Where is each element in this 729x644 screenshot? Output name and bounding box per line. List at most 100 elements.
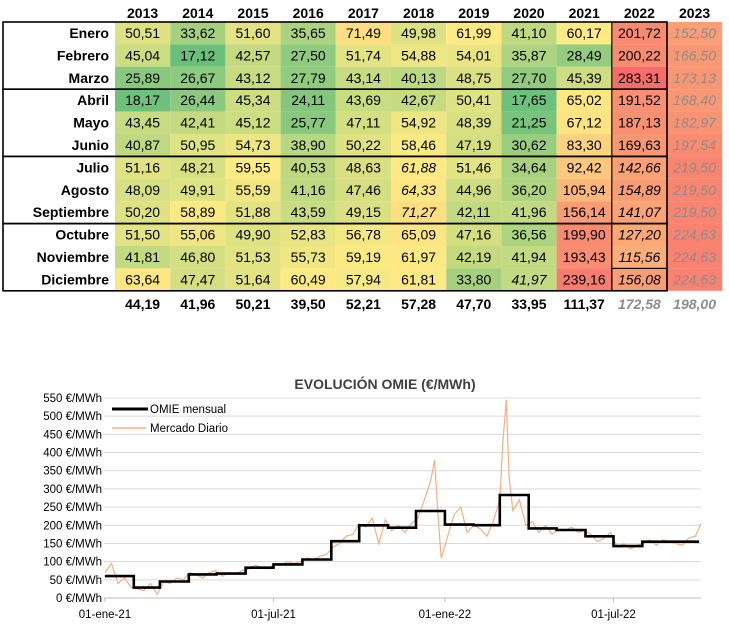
heat-cell xyxy=(170,223,226,246)
month-label-agosto: Agosto xyxy=(61,182,109,198)
y-tick-label: 400 €/MWh xyxy=(43,448,102,460)
y-tick-label: 450 €/MWh xyxy=(43,429,102,441)
heat-cell-value: 47,46 xyxy=(346,182,381,198)
heat-cell-value: 48,21 xyxy=(180,159,215,175)
quarter-box xyxy=(2,222,668,292)
heat-cell-value: 41,10 xyxy=(511,25,546,41)
heat-cell xyxy=(115,201,171,224)
heat-cell xyxy=(611,66,667,90)
heat-cell xyxy=(391,66,447,90)
heat-cell-value: 219,50 xyxy=(672,204,716,220)
month-label-junio: Junio xyxy=(72,137,109,153)
heat-cell xyxy=(556,44,612,67)
year-header-2016: 2016 xyxy=(293,5,324,21)
heat-cell-value: 26,44 xyxy=(180,92,215,108)
heat-cell xyxy=(335,156,391,179)
heat-cell xyxy=(115,22,171,45)
heat-cell xyxy=(501,201,557,224)
heat-cell-value: 27,70 xyxy=(511,70,546,86)
heat-cell xyxy=(170,111,226,134)
heat-cell-value: 50,20 xyxy=(125,204,160,220)
heat-cell xyxy=(225,111,281,134)
heat-cell-value: 173,13 xyxy=(673,70,716,86)
heat-cell xyxy=(446,246,502,269)
heat-cell-value: 45,04 xyxy=(125,47,160,63)
month-label-febrero: Febrero xyxy=(57,47,109,63)
year-header-2020: 2020 xyxy=(513,5,544,21)
heat-cell xyxy=(556,201,612,224)
heat-cell-value: 17,12 xyxy=(180,47,215,63)
heat-cell xyxy=(667,89,723,112)
x-tick-label: 01-jul-22 xyxy=(591,609,636,621)
heat-cell xyxy=(611,246,667,269)
heat-cell xyxy=(501,66,557,90)
heat-cell xyxy=(170,156,226,179)
heat-cell-value: 36,20 xyxy=(511,182,546,198)
heat-cell xyxy=(391,134,447,157)
heat-cell-value: 166,50 xyxy=(673,47,716,63)
heat-cell xyxy=(225,178,281,202)
month-label-diciembre: Diciembre xyxy=(41,271,109,287)
heat-cell-value: 58,46 xyxy=(401,137,436,153)
heat-cell-value: 51,60 xyxy=(235,25,270,41)
month-label-octubre: Octubre xyxy=(55,227,109,243)
heat-cell-value: 55,73 xyxy=(291,249,326,265)
heat-cell-value: 47,11 xyxy=(346,115,380,131)
heat-cell xyxy=(335,22,391,45)
heat-cell xyxy=(446,223,502,246)
heat-cell-value: 49,90 xyxy=(235,227,270,243)
yearly-average-2017: 52,21 xyxy=(346,296,381,312)
heat-cell xyxy=(225,134,281,157)
chart-title: EVOLUCIÓN OMIE (€/MWh) xyxy=(294,375,475,392)
heat-cell xyxy=(611,156,667,179)
heat-cell-value: 58,89 xyxy=(180,204,215,220)
heat-cell xyxy=(115,246,171,269)
heat-cell-value: 169,63 xyxy=(618,137,661,153)
yearly-average-2022: 172,58 xyxy=(618,296,661,312)
heat-cell xyxy=(501,134,557,157)
y-tick-label: 300 €/MWh xyxy=(43,484,102,496)
heat-cell-value: 156,14 xyxy=(563,204,606,220)
heat-cell-value: 43,12 xyxy=(235,70,270,86)
heat-cell xyxy=(335,201,391,224)
month-label-septiembre: Septiembre xyxy=(33,204,109,220)
heat-cell xyxy=(280,201,336,224)
yearly-average-2021: 111,37 xyxy=(564,296,605,312)
legend-label-mercado-diario: Mercado Diario xyxy=(150,423,228,435)
heat-cell-value: 54,01 xyxy=(456,47,491,63)
y-tick-label: 550 €/MWh xyxy=(43,393,102,405)
month-label-marzo: Marzo xyxy=(69,70,109,86)
heat-cell-value: 115,56 xyxy=(619,249,661,265)
heat-cell-value: 41,97 xyxy=(511,271,547,287)
heat-cell xyxy=(115,111,171,134)
heat-cell xyxy=(225,156,281,179)
heat-cell-value: 48,63 xyxy=(346,159,381,175)
heat-cell-value: 42,19 xyxy=(456,249,491,265)
yearly-average-2018: 57,28 xyxy=(401,296,436,312)
heat-cell xyxy=(335,66,391,90)
heat-cell xyxy=(391,44,447,67)
heat-cell-value: 49,15 xyxy=(346,204,381,220)
heat-cell xyxy=(446,111,502,134)
heat-cell xyxy=(667,134,723,157)
price-heatmap-table: 2013 2014 2015 2016 2017 2018 2019 2020 2021 2022… xyxy=(2,5,723,312)
yearly-average-2013: 44,19 xyxy=(125,296,160,312)
heat-cell xyxy=(280,89,336,112)
heat-cell xyxy=(611,89,667,112)
heat-cell xyxy=(115,44,171,67)
heat-cell xyxy=(667,268,723,291)
heat-cell xyxy=(611,268,667,291)
y-tick-label: 350 €/MWh xyxy=(43,466,102,478)
yearly-average-2016: 39,50 xyxy=(291,296,326,312)
heat-cell-value: 28,49 xyxy=(567,47,602,63)
year-header-2021: 2021 xyxy=(569,5,600,21)
heat-cell xyxy=(446,178,502,202)
heat-cell-value: 35,87 xyxy=(511,47,546,63)
heat-cell xyxy=(611,178,667,202)
heat-cell-value: 40,13 xyxy=(401,70,436,86)
heat-cell xyxy=(446,89,502,112)
heat-cell xyxy=(335,178,391,202)
heat-cell xyxy=(335,111,391,134)
series-omie-mensual xyxy=(104,493,700,589)
heat-cell-value: 142,66 xyxy=(618,159,661,175)
